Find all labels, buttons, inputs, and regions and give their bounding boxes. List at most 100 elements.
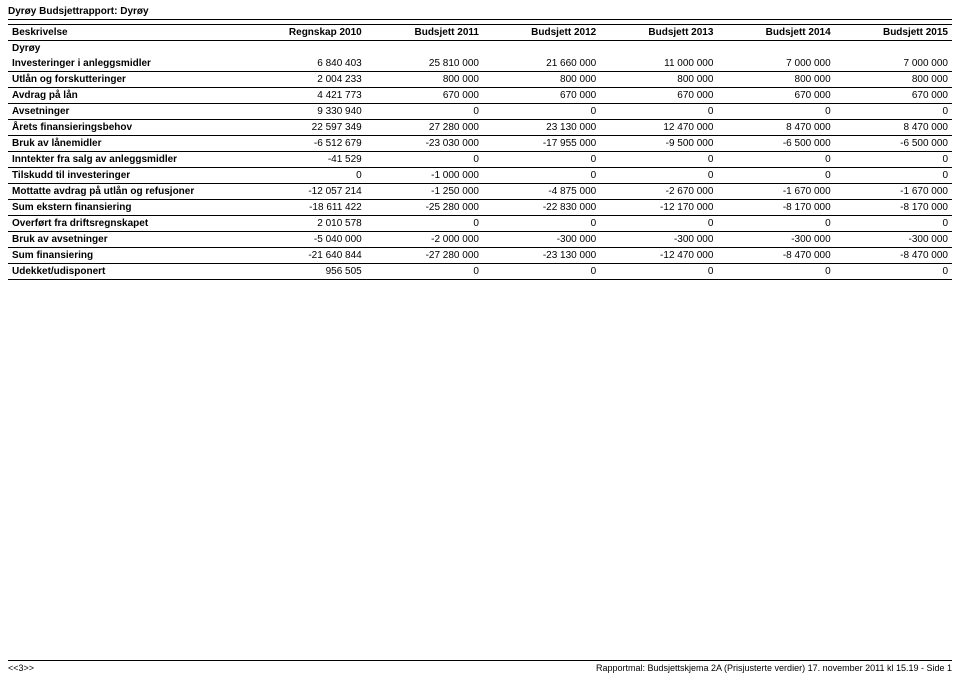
cell: 0 (835, 264, 952, 280)
cell: -25 280 000 (366, 200, 483, 216)
table-row: Bruk av avsetninger -5 040 000 -2 000 00… (8, 232, 952, 248)
cell: -2 670 000 (600, 184, 717, 200)
cell: -12 057 214 (249, 184, 366, 200)
cell: 2 010 578 (249, 216, 366, 232)
cell: 9 330 940 (249, 104, 366, 120)
cell: 800 000 (366, 72, 483, 88)
cell: -23 130 000 (483, 248, 600, 264)
cell: -2 000 000 (366, 232, 483, 248)
cell: -1 670 000 (717, 184, 834, 200)
report-title: Dyrøy Budsjettrapport: Dyrøy (8, 6, 952, 20)
row-label: Sum finansiering (8, 248, 249, 264)
cell: 0 (366, 264, 483, 280)
table-row: Årets finansieringsbehov 22 597 349 27 2… (8, 120, 952, 136)
cell: 0 (483, 216, 600, 232)
cell: 0 (483, 264, 600, 280)
cell: 0 (835, 216, 952, 232)
cell: 956 505 (249, 264, 366, 280)
cell: -41 529 (249, 152, 366, 168)
cell: -6 512 679 (249, 136, 366, 152)
page: Dyrøy Budsjettrapport: Dyrøy Beskrivelse… (0, 0, 960, 679)
cell: 670 000 (366, 88, 483, 104)
cell: -12 170 000 (600, 200, 717, 216)
cell: -1 000 000 (366, 168, 483, 184)
cell: -12 470 000 (600, 248, 717, 264)
cell: 0 (366, 104, 483, 120)
cell: -300 000 (835, 232, 952, 248)
cell: 23 130 000 (483, 120, 600, 136)
cell: 800 000 (600, 72, 717, 88)
table-row: Tilskudd til investeringer 0 -1 000 000 … (8, 168, 952, 184)
col-header: Budsjett 2012 (483, 25, 600, 41)
cell: -300 000 (717, 232, 834, 248)
col-header-desc: Beskrivelse (8, 25, 249, 41)
cell: 0 (600, 264, 717, 280)
table-row: Avdrag på lån 4 421 773 670 000 670 000 … (8, 88, 952, 104)
cell: 0 (717, 152, 834, 168)
cell: 800 000 (483, 72, 600, 88)
cell: -300 000 (600, 232, 717, 248)
footer-left: <<3>> (8, 663, 34, 673)
cell: 670 000 (600, 88, 717, 104)
row-label: Sum ekstern finansiering (8, 200, 249, 216)
cell: -6 500 000 (835, 136, 952, 152)
cell: 21 660 000 (483, 56, 600, 72)
table-row: Investeringer i anleggsmidler 6 840 403 … (8, 56, 952, 72)
cell: -5 040 000 (249, 232, 366, 248)
cell: 8 470 000 (717, 120, 834, 136)
cell: 670 000 (717, 88, 834, 104)
cell: 0 (835, 104, 952, 120)
cell: 0 (717, 104, 834, 120)
cell: 25 810 000 (366, 56, 483, 72)
footer-right: Rapportmal: Budsjettskjema 2A (Prisjuste… (596, 663, 952, 673)
cell: 0 (600, 104, 717, 120)
cell: 27 280 000 (366, 120, 483, 136)
table-row: Sum ekstern finansiering -18 611 422 -25… (8, 200, 952, 216)
row-label: Utlån og forskutteringer (8, 72, 249, 88)
col-header: Budsjett 2015 (835, 25, 952, 41)
cell: -8 170 000 (835, 200, 952, 216)
row-label: Udekket/udisponert (8, 264, 249, 280)
page-footer: <<3>> Rapportmal: Budsjettskjema 2A (Pri… (8, 660, 952, 673)
cell: -9 500 000 (600, 136, 717, 152)
cell: 0 (249, 168, 366, 184)
cell: -4 875 000 (483, 184, 600, 200)
cell: -23 030 000 (366, 136, 483, 152)
cell: 7 000 000 (835, 56, 952, 72)
cell: -18 611 422 (249, 200, 366, 216)
cell: 0 (835, 168, 952, 184)
cell: -8 470 000 (835, 248, 952, 264)
row-label: Investeringer i anleggsmidler (8, 56, 249, 72)
group-label: Dyrøy (8, 41, 952, 57)
cell: 0 (366, 216, 483, 232)
table-row: Utlån og forskutteringer 2 004 233 800 0… (8, 72, 952, 88)
cell: 2 004 233 (249, 72, 366, 88)
row-label: Avdrag på lån (8, 88, 249, 104)
cell: 22 597 349 (249, 120, 366, 136)
table-row: Sum finansiering -21 640 844 -27 280 000… (8, 248, 952, 264)
cell: 0 (483, 104, 600, 120)
cell: -1 250 000 (366, 184, 483, 200)
cell: 670 000 (483, 88, 600, 104)
table-row: Overført fra driftsregnskapet 2 010 578 … (8, 216, 952, 232)
cell: 0 (366, 152, 483, 168)
cell: 0 (483, 152, 600, 168)
cell: 7 000 000 (717, 56, 834, 72)
cell: 0 (600, 168, 717, 184)
table-row: Mottatte avdrag på utlån og refusjoner -… (8, 184, 952, 200)
cell: 0 (835, 152, 952, 168)
cell: 6 840 403 (249, 56, 366, 72)
row-label: Årets finansieringsbehov (8, 120, 249, 136)
col-header: Regnskap 2010 (249, 25, 366, 41)
group-row: Dyrøy (8, 41, 952, 57)
row-label: Tilskudd til investeringer (8, 168, 249, 184)
row-label: Overført fra driftsregnskapet (8, 216, 249, 232)
cell: -17 955 000 (483, 136, 600, 152)
cell: 670 000 (835, 88, 952, 104)
row-label: Mottatte avdrag på utlån og refusjoner (8, 184, 249, 200)
cell: 0 (483, 168, 600, 184)
cell: -21 640 844 (249, 248, 366, 264)
cell: 4 421 773 (249, 88, 366, 104)
cell: 12 470 000 (600, 120, 717, 136)
table-row: Udekket/udisponert 956 505 0 0 0 0 0 (8, 264, 952, 280)
